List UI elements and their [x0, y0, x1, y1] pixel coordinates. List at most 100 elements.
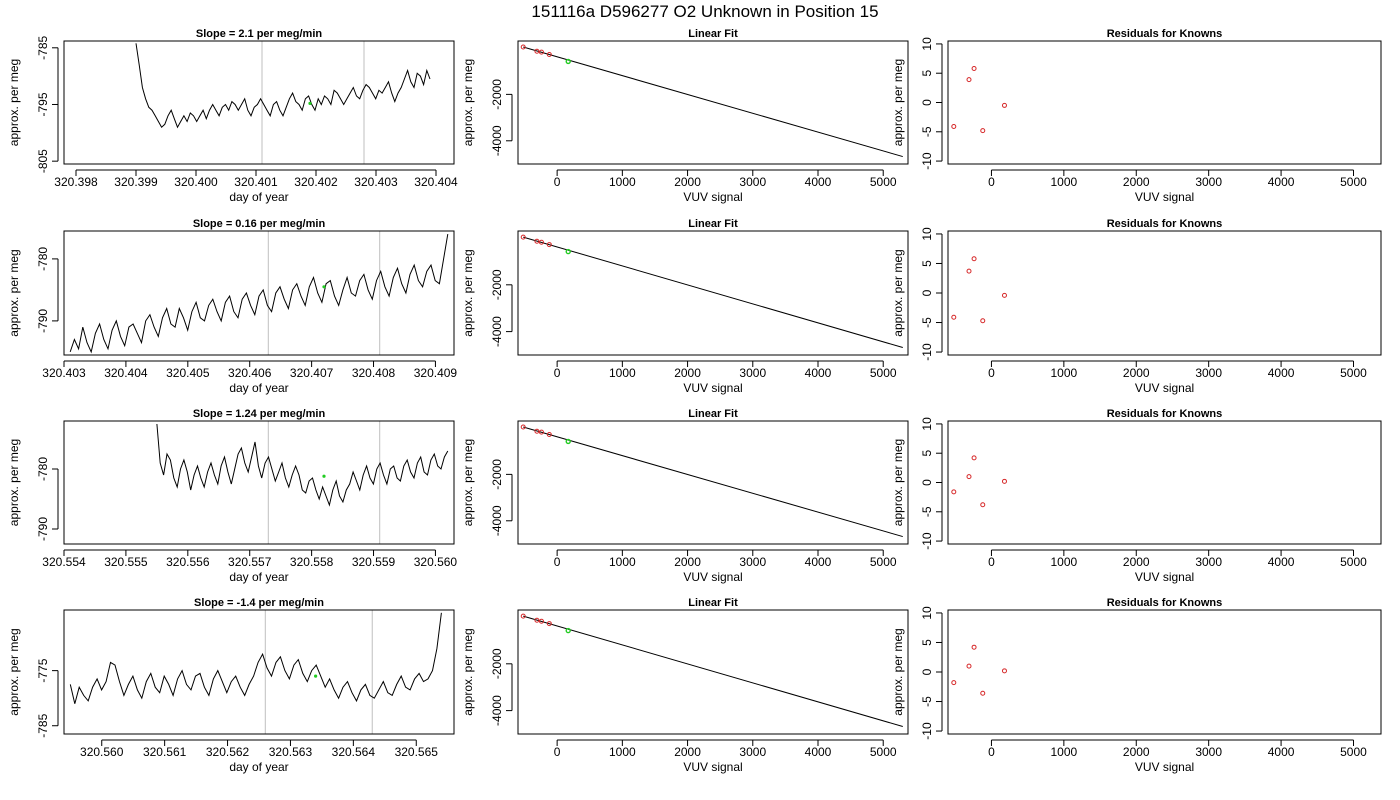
x-axis-label: VUV signal [683, 190, 742, 204]
y-tick-label: -2000 [490, 79, 504, 110]
y-tick-label: 5 [920, 70, 934, 77]
x-axis: 0 1000 2000 3000 4000 5000 [988, 360, 1367, 380]
data-point [520, 44, 526, 50]
x-tick-label: 320.557 [228, 555, 272, 569]
panel-9: Residuals for Knowns VUV signal approx. pe… [891, 408, 1382, 584]
x-tick-label: 5000 [1340, 175, 1367, 189]
x-tick-label: 0 [988, 366, 995, 380]
y-tick-label: -780 [36, 457, 50, 481]
panel-5: Linear Fit VUV signal approx. per meg 0 1000… [461, 218, 909, 395]
plot-frame [517, 230, 909, 356]
data-point [1001, 102, 1007, 108]
x-tick-label: 320.561 [143, 745, 187, 759]
y-axis: -10 -5 0 5 10 [920, 417, 943, 550]
x-tick-label: 3000 [1195, 745, 1222, 759]
plot-frame [517, 420, 909, 545]
figure-title: 151116a D596277 O2 Unknown in Position 1… [531, 2, 878, 21]
plot-frame [63, 609, 455, 735]
x-tick-label: 3000 [739, 555, 766, 569]
plot-area [156, 421, 449, 544]
data-point [1001, 478, 1007, 484]
plot-area [520, 424, 903, 538]
y-tick-label: -10 [920, 532, 934, 550]
y-tick-label: 5 [920, 450, 934, 457]
x-axis-label: VUV signal [1135, 760, 1194, 774]
y-tick-label: -10 [920, 343, 934, 361]
data-point [546, 431, 552, 437]
y-axis: -775 -785 [36, 658, 59, 738]
y-tick-label: 10 [920, 417, 934, 431]
data-point [520, 234, 526, 240]
x-tick-label: 320.556 [166, 555, 210, 569]
plot-frame [63, 420, 455, 545]
series-line [69, 612, 442, 704]
highlight-point [314, 674, 318, 678]
y-tick-label: -805 [36, 149, 50, 173]
x-tick-label: 0 [554, 366, 561, 380]
data-point [980, 502, 986, 508]
x-axis: 0 1000 2000 3000 4000 5000 [988, 739, 1367, 759]
data-point [538, 618, 544, 624]
plot-area [520, 44, 903, 158]
y-tick-label: -790 [36, 517, 50, 541]
highlight-point [565, 438, 571, 445]
x-tick-label: 320.560 [414, 555, 458, 569]
plot-area [69, 231, 449, 355]
x-tick-label: 320.559 [352, 555, 396, 569]
x-tick-label: 320.400 [174, 175, 218, 189]
x-tick-label: 320.406 [228, 366, 272, 380]
y-axis: -780 -790 [36, 247, 59, 333]
panel-title: Residuals for Knowns [1107, 218, 1223, 230]
y-axis: -780 -790 [36, 457, 59, 541]
y-axis: -785 -795 -805 [36, 35, 59, 173]
y-axis-label: approx. per meg [7, 628, 21, 715]
plot-area [951, 644, 1007, 696]
x-tick-label: 320.560 [80, 745, 124, 759]
panel-title: Slope = 1.24 per meg/min [193, 408, 326, 420]
y-tick-label: 0 [920, 289, 934, 296]
data-point [971, 644, 977, 650]
plot-area [520, 613, 903, 727]
x-axis: 320.398 320.399 320.400 320.401 320.402 320.4… [54, 169, 458, 189]
panel-title: Linear Fit [688, 408, 738, 420]
plot-area [951, 256, 1007, 324]
x-tick-label: 320.554 [42, 555, 86, 569]
fit-line [523, 615, 903, 727]
y-axis-label: approx. per meg [461, 249, 475, 336]
y-tick-label: -5 [920, 126, 934, 137]
panel-title: Linear Fit [688, 218, 738, 230]
y-tick-label: -4000 [490, 505, 504, 536]
data-point [520, 424, 526, 430]
x-axis: 0 1000 2000 3000 4000 5000 [554, 169, 897, 189]
plot-area [69, 610, 442, 734]
plot-frame [947, 609, 1382, 735]
data-point [966, 268, 972, 274]
x-tick-label: 320.407 [290, 366, 334, 380]
y-axis-label: approx. per meg [461, 439, 475, 526]
x-axis-label: VUV signal [683, 760, 742, 774]
series-line [156, 423, 449, 507]
data-point [520, 613, 526, 619]
x-tick-label: 2000 [1123, 745, 1150, 759]
y-axis: -10 -5 0 5 10 [920, 227, 943, 361]
data-point [980, 128, 986, 134]
x-tick-label: 320.555 [104, 555, 148, 569]
data-point [546, 242, 552, 248]
panel-1: Slope = 2.1 per meg/min day of year approx… [7, 28, 458, 204]
x-tick-label: 3000 [739, 175, 766, 189]
panel-title: Slope = 0.16 per meg/min [193, 218, 326, 230]
data-point [534, 48, 540, 54]
panel-title: Slope = 2.1 per meg/min [196, 28, 323, 40]
y-tick-label: -4000 [490, 316, 504, 347]
x-axis-label: VUV signal [1135, 190, 1194, 204]
x-tick-label: 320.405 [166, 366, 210, 380]
fit-line [523, 46, 903, 158]
panel-11: Linear Fit VUV signal approx. per meg 0 1000… [461, 597, 909, 774]
data-point [534, 238, 540, 244]
fit-line [523, 426, 903, 538]
x-tick-label: 4000 [1268, 555, 1295, 569]
x-tick-label: 320.399 [114, 175, 158, 189]
x-tick-label: 4000 [1268, 745, 1295, 759]
y-tick-label: -2000 [490, 648, 504, 679]
y-axis-label: approx. per meg [7, 249, 21, 336]
